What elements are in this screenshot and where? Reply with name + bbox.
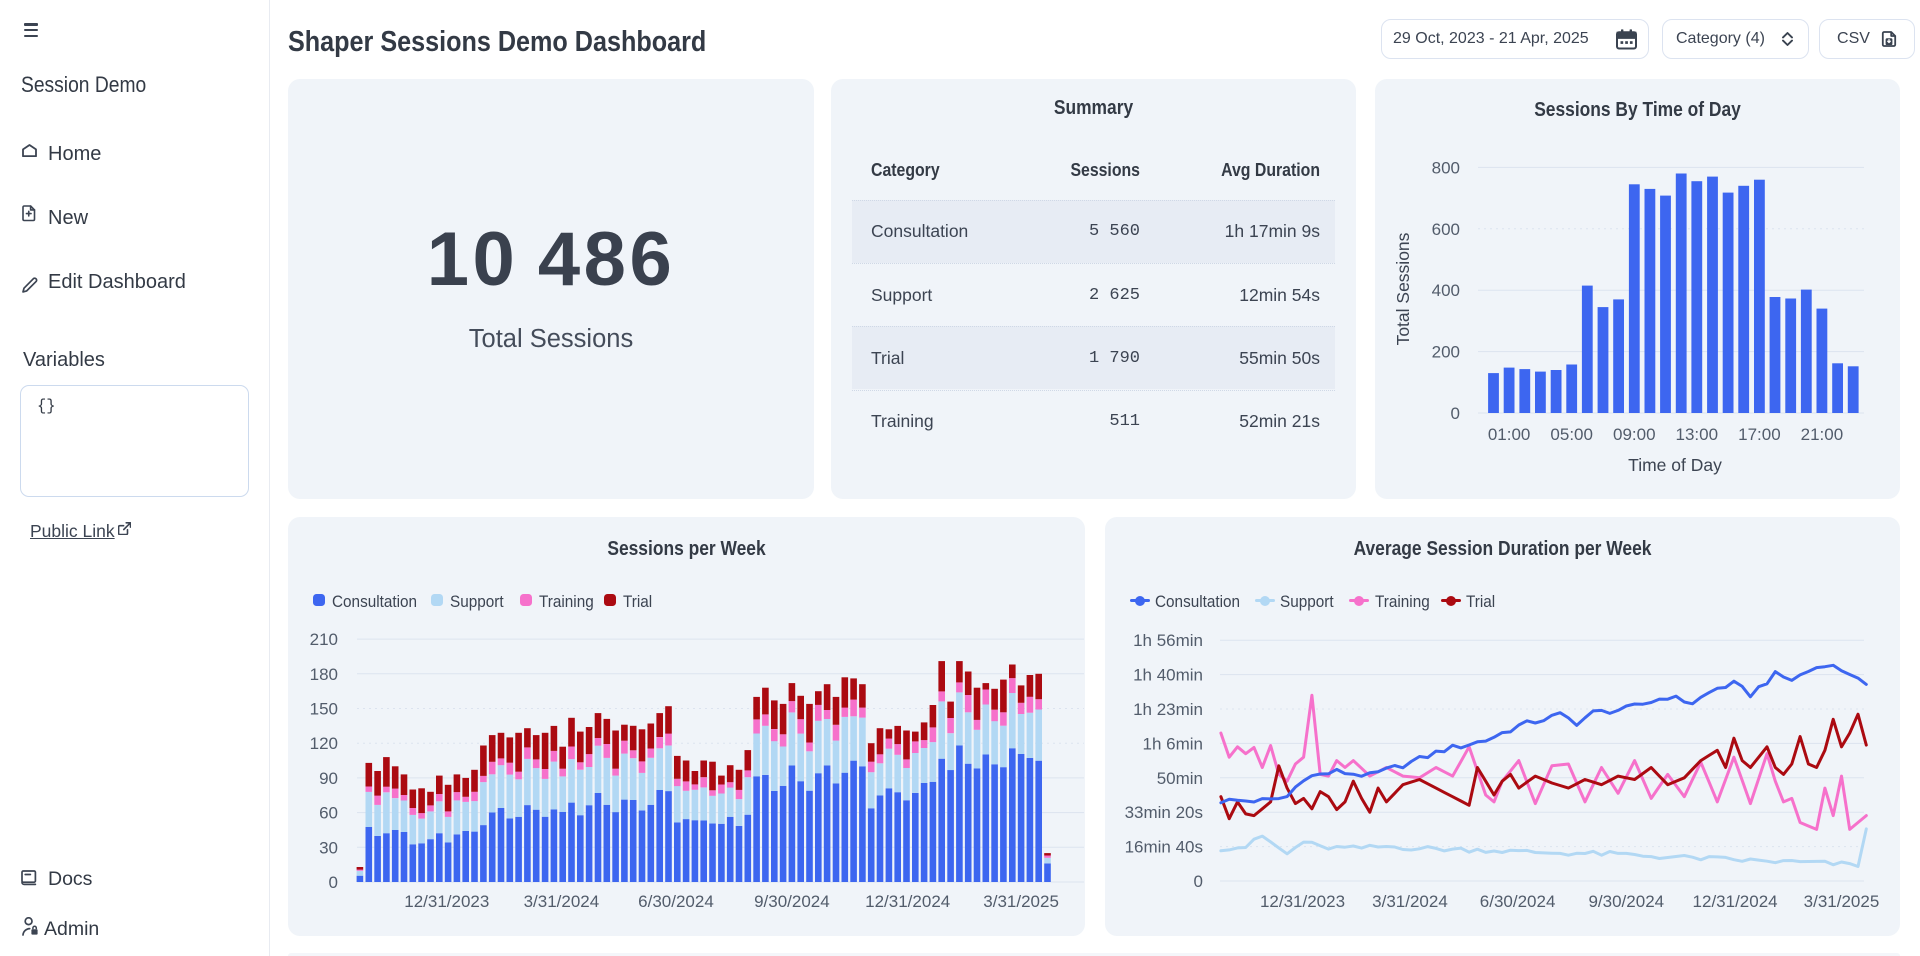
svg-text:13:00: 13:00 [1676,425,1719,444]
svg-text:1h 6min: 1h 6min [1143,734,1203,753]
svg-text:120: 120 [310,734,338,753]
svg-text:600: 600 [1432,220,1460,239]
svg-text:9/30/2024: 9/30/2024 [1588,892,1664,911]
svg-text:0: 0 [1194,872,1203,891]
svg-text:3/31/2025: 3/31/2025 [1804,892,1880,911]
svg-text:800: 800 [1432,158,1460,177]
svg-text:3/31/2025: 3/31/2025 [983,892,1059,911]
svg-text:12/31/2024: 12/31/2024 [1693,892,1778,911]
svg-text:6/30/2024: 6/30/2024 [1480,892,1556,911]
svg-text:17:00: 17:00 [1738,425,1781,444]
svg-text:210: 210 [310,630,338,649]
svg-text:16min 40s: 16min 40s [1125,838,1203,857]
svg-text:0: 0 [329,873,338,892]
svg-text:05:00: 05:00 [1550,425,1593,444]
svg-text:09:00: 09:00 [1613,425,1656,444]
svg-text:180: 180 [310,665,338,684]
svg-text:Total Sessions: Total Sessions [1393,232,1413,345]
svg-text:33min 20s: 33min 20s [1125,803,1203,822]
svg-text:200: 200 [1432,343,1460,362]
svg-text:3/31/2024: 3/31/2024 [1372,892,1448,911]
svg-text:90: 90 [319,769,338,788]
svg-text:1h 56min: 1h 56min [1133,631,1203,650]
svg-text:01:00: 01:00 [1488,425,1531,444]
svg-text:6/30/2024: 6/30/2024 [638,892,714,911]
svg-text:12/31/2023: 12/31/2023 [1260,892,1345,911]
svg-text:3/31/2024: 3/31/2024 [524,892,600,911]
svg-text:12/31/2024: 12/31/2024 [865,892,950,911]
svg-text:9/30/2024: 9/30/2024 [754,892,830,911]
svg-text:50min: 50min [1157,769,1203,788]
svg-text:12/31/2023: 12/31/2023 [404,892,489,911]
svg-text:Time of Day: Time of Day [1628,455,1722,475]
svg-text:60: 60 [319,804,338,823]
svg-text:30: 30 [319,838,338,857]
svg-text:0: 0 [1451,404,1460,423]
svg-text:1h 40min: 1h 40min [1133,666,1203,685]
svg-text:1h 23min: 1h 23min [1133,700,1203,719]
svg-text:21:00: 21:00 [1801,425,1844,444]
svg-text:150: 150 [310,700,338,719]
svg-text:400: 400 [1432,281,1460,300]
